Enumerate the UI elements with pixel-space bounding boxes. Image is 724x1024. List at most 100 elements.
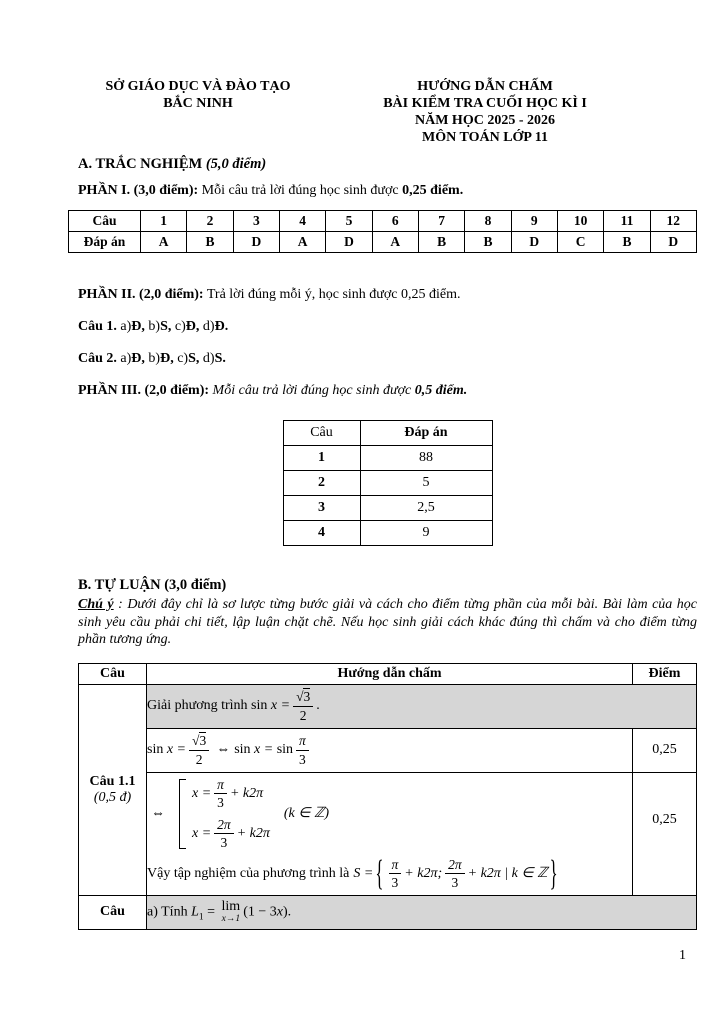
subscript: 1 [198,912,204,923]
essay-row-step2: ⇔ x = π 3 + k2π x = 2π 3 + k2π (k ∈ ℤ) Vậy tập… [79,771,697,896]
cau2-c-key: c) [173,351,189,366]
authority-province: BẮC NINH [163,96,233,111]
note-paragraph: Chú ý : Dưới đây chỉ là sơ lược từng bướ… [78,596,697,649]
col-header-diem: Điểm [632,662,697,685]
denominator: 3 [217,795,224,811]
equation-lhs: x = [166,742,187,758]
answer-value: D [325,231,373,253]
section-a-title: A. TRẮC NGHIỆM [78,156,203,172]
table-row: 4 9 [282,520,493,546]
case-line: x = 2π 3 + k2π [192,817,270,851]
essay-row-step1: sin x = √3 2 ⇔ sin x = sin π 3 0,25 [79,727,697,773]
equation-lhs: x = [254,742,274,758]
answer-value: 5 [359,470,493,496]
part2-cau1-answers: Câu 1. a)Đ, b)S, c)Đ, d)Đ. [78,318,697,336]
cau1-a-val: Đ, [131,319,145,334]
fraction-2pi-over-3: 2π 3 [214,817,234,851]
table-row: Câu 1 2 3 4 5 6 7 8 9 10 11 12 [68,210,698,232]
fraction-sqrt3-over-2: √3 2 [189,731,210,767]
doc-title-line: NĂM HỌC 2025 - 2026 [415,113,555,128]
question-number: 4 [278,210,327,232]
denominator: 2 [195,751,203,767]
k-integer-condition: (k ∈ ℤ) [283,806,330,822]
question-number: 12 [649,210,698,232]
part1-points-text: 0,25 điểm. [402,183,464,198]
x-variable: x [276,904,283,920]
denominator: 3 [299,751,306,767]
col-header-cau: Câu [282,420,361,446]
cau2-a-val: Đ, [131,351,145,366]
part3-heading: PHẦN III. (2,0 điểm): Mỗi câu trả lời đú… [78,382,697,400]
limit-variable: L [191,904,199,920]
part1-label: PHẦN I. (3,0 điểm): [78,183,199,198]
case-tail: + k2π [236,825,270,841]
question-number: 3 [232,210,280,232]
authority-line: SỞ GIÁO DỤC VÀ ĐÀO TẠO [105,79,291,94]
part3-points-text: 0,5 điểm. [414,383,468,398]
part2-label: PHẦN II. (2,0 điểm): [78,287,204,302]
question-number: 7 [417,210,466,232]
cau1-c-val: Đ, [185,319,200,334]
solution-step-cell: ⇔ x = π 3 + k2π x = 2π 3 + k2π (k ∈ ℤ) Vậy tập… [146,771,633,896]
part2-heading: PHẦN II. (2,0 điểm): Trả lời đúng mỗi ý,… [78,286,697,304]
question-id-cell: Câu [78,894,147,930]
open-brace: { [375,852,384,893]
note-separator: : [113,597,128,612]
cau2-label: Câu 2. [78,351,117,366]
essay-row-next-question: Câu a) Tính L1 = lim x→1 (1 − 3x). [78,894,697,930]
question-id-cell: Câu 1.1 (0,5 đ) [78,683,147,896]
question-number: 1 [282,445,361,471]
table-row: 2 5 [282,470,493,496]
denominator: 3 [220,835,228,851]
answer-value: A [139,231,188,253]
solution-set: {π 3 + k2π; 2π 3 + k2π | k ∈ ℤ} [373,853,559,893]
document-content: SỞ GIÁO DỤC VÀ ĐÀO TẠO BẮC NINH HƯỚNG DẪ… [68,78,698,930]
radicand: 3 [199,731,207,748]
table-header-row: Câu Đáp án [282,420,493,446]
cau2-a-key: a) [116,351,132,366]
table-row: 3 2,5 [282,495,493,521]
cau1-label: Câu 1. [78,319,117,334]
document-header: SỞ GIÁO DỤC VÀ ĐÀO TẠO BẮC NINH HƯỚNG DẪ… [78,78,697,146]
equals-sign: = [207,904,216,920]
expression-text: ). [282,904,292,920]
numerator: 2π [445,857,465,875]
solution-set-symbol: S = [353,865,374,881]
answer-value: 88 [359,445,493,471]
part3-text: Mỗi câu trả lời đúng học sinh được [209,383,415,398]
col-header-dapan: Đáp án [359,420,493,446]
sin-function: sin [234,742,251,758]
essay-grading-table: Câu Hướng dẫn chấm Điểm Câu 1.1 (0,5 đ) … [78,662,697,930]
essay-row-problem: Câu 1.1 (0,5 đ) Giải phương trình sin x … [78,683,697,896]
radicand: 3 [303,687,311,704]
iff-symbol: ⇔ [216,742,231,758]
conclusion-text: Vậy tập nghiệm của phương trình là [147,865,350,881]
section-b-heading: B. TỰ LUẬN (3,0 điểm) [78,577,227,593]
answer-value: C [556,231,605,253]
set-member: + k2π; [404,865,443,881]
part3-label: PHẦN III. (2,0 điểm): [78,383,210,398]
cau2-b-val: Đ, [160,351,174,366]
essay-header-row: Câu Hướng dẫn chấm Điểm [78,662,697,685]
case-tail: + k2π [229,785,264,801]
answer-value: A [278,231,327,253]
cau1-b-val: S, [160,319,172,334]
short-answer-table: Câu Đáp án 1 88 2 5 3 2,5 4 9 [282,420,493,546]
sin-function: sin [276,742,294,758]
expression-text: (1 − 3 [243,904,277,920]
answer-value: 2,5 [359,495,493,521]
cases-list: x = π 3 + k2π x = 2π 3 + k2π [192,777,270,851]
conclusion-line: Vậy tập nghiệm của phương trình là S = {… [147,853,632,893]
cases-equation: ⇔ x = π 3 + k2π x = 2π 3 + k2π (k ∈ ℤ) [147,777,632,851]
sin-function: sin [251,698,268,714]
question-number: 5 [325,210,373,232]
doc-title-line: BÀI KIỂM TRA CUỐI HỌC KÌ I [383,96,587,111]
case-lhs: x = [192,785,212,801]
numerator: π [296,733,309,751]
problem-statement-text: a) Tính [147,904,192,920]
radical-sign: √ [192,732,200,748]
cases-bracket [179,778,186,849]
question-points: (0,5 đ) [93,789,132,805]
